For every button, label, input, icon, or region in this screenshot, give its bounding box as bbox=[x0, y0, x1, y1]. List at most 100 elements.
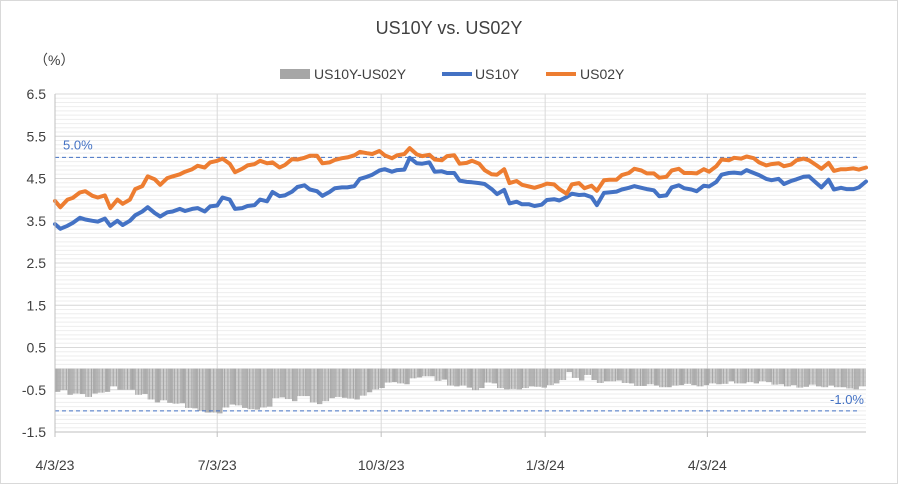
spread-bar bbox=[807, 368, 809, 387]
spread-bar bbox=[483, 368, 485, 389]
spread-bar bbox=[824, 368, 826, 388]
spread-bar bbox=[220, 368, 222, 414]
spread-bar bbox=[329, 368, 331, 399]
spread-bar bbox=[390, 368, 392, 383]
spread-bar bbox=[118, 368, 120, 390]
spread-bar bbox=[240, 368, 242, 406]
spread-bar bbox=[117, 368, 119, 390]
spread-bar bbox=[296, 368, 298, 402]
spread-bar bbox=[735, 368, 737, 384]
y-tick-label: 5.5 bbox=[27, 128, 47, 144]
spread-bar bbox=[71, 368, 73, 395]
spread-bar bbox=[206, 368, 208, 413]
spread-bar bbox=[803, 368, 805, 387]
spread-bar bbox=[121, 368, 123, 390]
spread-bar bbox=[537, 368, 539, 387]
spread-bar bbox=[639, 368, 641, 386]
spread-bar bbox=[309, 368, 311, 403]
spread-bar bbox=[351, 368, 353, 399]
spread-bar bbox=[189, 368, 191, 408]
spread-bar bbox=[499, 368, 501, 389]
spread-bar bbox=[811, 368, 813, 385]
series-lines bbox=[53, 146, 868, 231]
spread-bar bbox=[729, 368, 731, 382]
spread-bar bbox=[759, 368, 761, 382]
spread-bar bbox=[621, 368, 623, 383]
spread-bar bbox=[149, 368, 151, 400]
spread-bar bbox=[405, 368, 407, 385]
spread-bar bbox=[129, 368, 131, 390]
spread-bar bbox=[229, 368, 231, 405]
legend-label-us02y: US02Y bbox=[580, 66, 625, 82]
spread-bar bbox=[305, 368, 307, 397]
spread-bar bbox=[97, 368, 99, 393]
spread-bar bbox=[444, 368, 446, 380]
spread-bar bbox=[678, 368, 680, 386]
spread-bar bbox=[748, 368, 750, 383]
spread-bar bbox=[828, 368, 830, 386]
spread-bar bbox=[707, 368, 709, 386]
x-tick-label: 10/3/23 bbox=[358, 457, 405, 473]
spread-bar bbox=[568, 368, 570, 373]
spread-bar bbox=[638, 368, 640, 386]
spread-bar bbox=[846, 368, 848, 389]
spread-bar bbox=[181, 368, 183, 404]
spread-bar bbox=[660, 368, 662, 388]
spread-bar bbox=[855, 368, 857, 390]
spread-bar bbox=[200, 368, 202, 411]
spread-bar bbox=[421, 368, 423, 378]
spread-bar bbox=[569, 368, 571, 373]
spread-bar bbox=[610, 368, 612, 382]
spread-bar bbox=[863, 368, 865, 387]
spread-bar bbox=[612, 368, 614, 382]
spread-bar bbox=[571, 368, 573, 378]
spread-bar bbox=[412, 368, 414, 379]
spread-bar bbox=[724, 368, 726, 384]
spread-bar bbox=[576, 368, 578, 378]
spread-bar bbox=[290, 368, 292, 400]
spread-bar bbox=[146, 368, 148, 394]
spread-bar bbox=[675, 368, 677, 386]
spread-bar bbox=[273, 368, 275, 399]
spread-bar bbox=[383, 368, 385, 389]
spread-bar bbox=[95, 368, 97, 394]
spread-bar bbox=[207, 368, 209, 413]
spread-bar bbox=[806, 368, 808, 387]
legend-item-us10y: US10Y bbox=[442, 66, 520, 82]
spread-bar bbox=[794, 368, 796, 386]
spread-bar bbox=[153, 368, 155, 400]
spread-bar bbox=[370, 368, 372, 393]
spread-bar bbox=[154, 368, 156, 403]
spread-bar bbox=[286, 368, 288, 400]
spread-bar bbox=[345, 368, 347, 398]
spread-bar bbox=[529, 368, 531, 387]
spread-bar bbox=[685, 368, 687, 384]
spread-bar bbox=[429, 368, 431, 377]
spread-bar bbox=[223, 368, 225, 408]
spread-bar bbox=[441, 368, 443, 380]
spread-bar bbox=[180, 368, 182, 404]
spread-bar bbox=[437, 368, 439, 381]
spread-bar bbox=[527, 368, 529, 389]
spread-bar bbox=[355, 368, 357, 400]
spread-bar bbox=[853, 368, 855, 390]
spread-bar bbox=[130, 368, 132, 390]
spread-bar bbox=[127, 368, 129, 390]
spread-bar bbox=[415, 368, 417, 379]
spread-bar bbox=[250, 368, 252, 410]
spread-bar bbox=[58, 368, 60, 392]
spread-bar bbox=[768, 368, 770, 383]
y-tick-label: 0.5 bbox=[27, 340, 47, 356]
spread-bar bbox=[743, 368, 745, 384]
spread-bar bbox=[515, 368, 517, 389]
spread-bar bbox=[512, 368, 514, 389]
spread-bar bbox=[219, 368, 221, 414]
spread-bar bbox=[341, 368, 343, 398]
spread-bar bbox=[523, 368, 525, 389]
spread-bar bbox=[381, 368, 383, 389]
spread-bar bbox=[657, 368, 659, 386]
spread-bar bbox=[246, 368, 248, 408]
spread-bar bbox=[645, 368, 647, 386]
spread-bar bbox=[119, 368, 121, 390]
